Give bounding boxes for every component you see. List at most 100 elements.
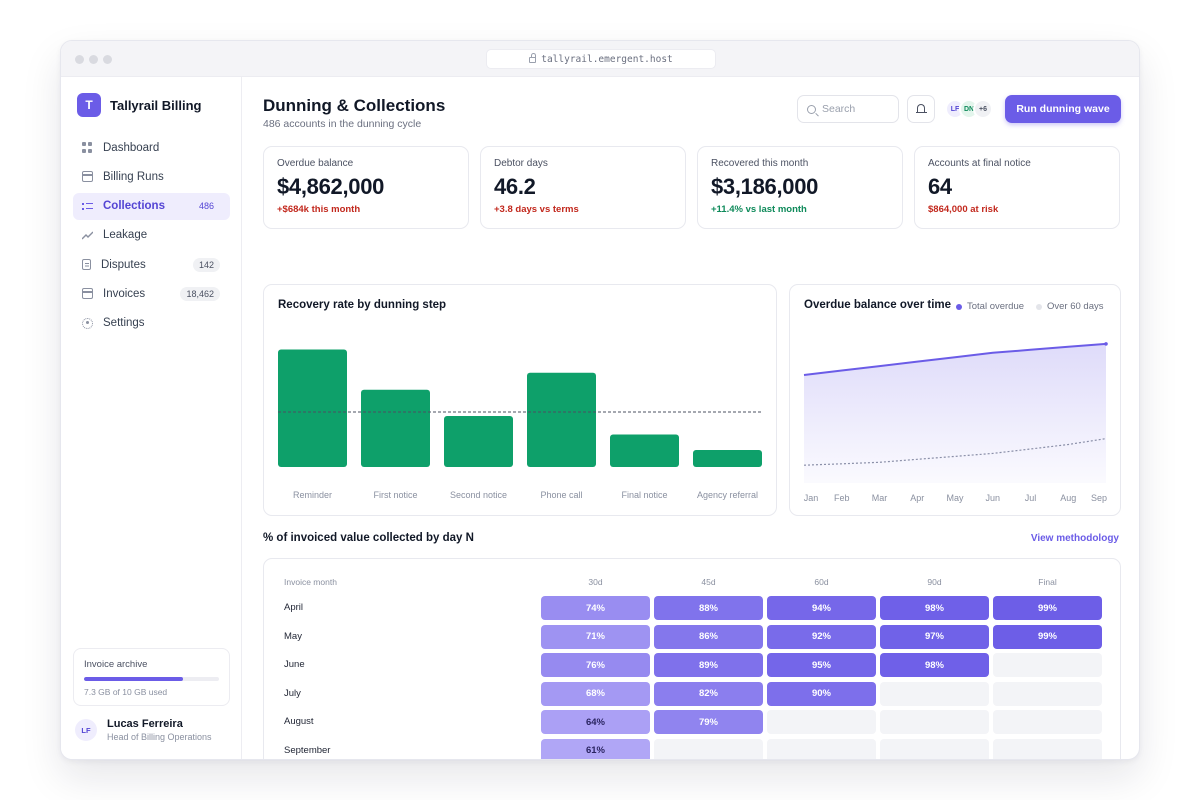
sidebar-item-invoices[interactable]: Invoices 18,462 [73,280,230,307]
sidebar-item-label: Settings [103,317,145,330]
sidebar-item-label: Invoices [103,287,146,300]
sidebar-item-badge: 142 [192,257,220,272]
x-tick-label: Second notice [450,490,507,500]
search-icon [807,104,816,114]
row-label: September [284,744,331,756]
row-label: August [284,716,314,727]
sidebar-item-label: Collections [103,200,165,213]
bar-agency-referral [693,450,762,467]
page-title: Dunning & Collections [263,96,446,115]
main-content: Dunning & Collections 486 accounts in th… [243,77,1139,759]
trend-icon [81,230,94,241]
x-tick-label: Feb [834,493,850,503]
kpi-label: Debtor days [494,158,548,169]
kpi-delta: +3.8 days vs terms [494,204,579,215]
address-bar[interactable]: tallyrail.emergent.host [486,49,716,69]
x-tick-label: Aug [1060,493,1076,503]
bar-final-notice [610,434,679,467]
cohort-cell: 98% [880,653,989,677]
run-dunning-wave-button[interactable]: Run dunning wave [1005,95,1121,123]
cohort-table: Invoice month 30d 45d 60d 90d Final April 74% 88… [263,558,1121,759]
browser-titlebar: tallyrail.emergent.host [61,41,1139,77]
column-header: 60d [814,577,829,587]
bell-icon [915,104,927,114]
window-maximize-dot[interactable] [103,55,112,64]
chart-title: Overdue balance over time [804,299,952,311]
recovery-rate-chart: Reminder First notice Second notice Phone c… [278,349,762,500]
cohort-cell: 97% [880,624,989,649]
cohort-cell-empty [767,738,876,759]
legend-swatch [956,303,962,310]
x-tick-label: Jun [985,493,1000,503]
address-bar-url: tallyrail.emergent.host [541,53,673,65]
cohort-cell: 88% [654,596,763,620]
archive-usage-fill [84,677,183,681]
column-header: Final [1038,577,1057,587]
cohort-cell: 61% [541,738,650,759]
view-methodology-link[interactable]: View methodology [1030,533,1119,544]
brand[interactable]: T Tallyrail Billing [77,93,202,117]
cohort-cell-empty [767,710,876,734]
sidebar-item-label: Dashboard [103,141,160,154]
x-tick-label: Jan [804,493,819,503]
cohort-cell-empty [880,710,989,734]
kpi-value: $3,186,000 [711,174,819,199]
sidebar-item-disputes[interactable]: Disputes 142 [73,251,230,278]
total-overdue-area [804,343,1106,483]
window-close-dot[interactable] [75,55,84,64]
x-tick-label: Jul [1025,493,1037,503]
row-label: July [284,687,301,699]
kpi-delta: $864,000 at risk [928,204,999,215]
cohort-cell: 64% [541,710,650,734]
search-input[interactable]: Search [797,95,899,123]
column-header: Invoice month [284,577,337,587]
cohort-cell: 89% [654,653,763,677]
x-tick-label: Sep [1091,493,1107,503]
cohort-cell: 90% [767,681,876,706]
row-label: June [284,659,305,670]
cohort-cell: 71% [541,624,650,649]
bar-first-notice [361,389,430,467]
x-tick-label: Phone call [540,490,582,500]
document-icon [82,259,91,271]
sidebar-item-settings[interactable]: Settings [73,310,230,337]
cohort-cell-empty [993,653,1102,677]
cohort-cell-empty [993,738,1102,759]
sidebar-item-collections[interactable]: Collections 486 [73,192,230,220]
kpi-value: 64 [928,174,952,199]
row-label: April [284,602,304,613]
cohort-cell: 68% [541,681,650,706]
bar-reminder [278,349,347,467]
cohort-cell-empty [993,681,1102,706]
sidebar-item-dashboard[interactable]: Dashboard [73,134,230,161]
sidebar-item-billing-runs[interactable]: Billing Runs [73,163,230,190]
x-tick-label: May [946,493,964,503]
list-icon [82,201,93,212]
archive-usage-text: 7.3 GB of 10 GB used [84,687,168,697]
user-name: Lucas Ferreira [107,718,183,730]
overdue-balance-chart: Jan Feb Mar Apr May Jun Jul Aug Sep [803,342,1108,503]
team-avatars[interactable]: LF DN +6 [945,99,993,119]
legend-label: Over 60 days [1047,301,1104,312]
calendar-icon [82,171,93,183]
kpi-label: Overdue balance [277,158,354,169]
notifications-button[interactable] [907,95,935,123]
user-profile[interactable]: LF Lucas Ferreira Head of Billing Operat… [75,718,212,742]
total-overdue-line [803,342,1107,376]
team-avatar-more: +6 [973,99,993,119]
lock-icon [529,53,537,63]
cohort-cell-empty [654,738,763,759]
x-tick-label: Agency referral [697,490,758,500]
kpi-card-recovered-this-month: Recovered this month $3,186,000 +11.4% vs … [697,146,903,229]
archive-usage-bar [84,677,219,681]
cohort-cell: 74% [541,596,650,620]
kpi-card-overdue-balance: Overdue balance $4,862,000 +$684k this mon… [263,146,469,229]
kpi-card-debtor-days: Debtor days 46.2 +3.8 days vs terms [480,146,686,229]
gear-icon [82,317,93,329]
sidebar-item-leakage[interactable]: Leakage [73,222,230,249]
cohort-cell-empty [880,738,989,759]
window-minimize-dot[interactable] [89,55,98,64]
sidebar-item-badge: 18,462 [180,286,220,301]
cohort-title: % of invoiced value collected by day N [263,532,474,544]
x-tick-label: Final notice [621,490,667,500]
